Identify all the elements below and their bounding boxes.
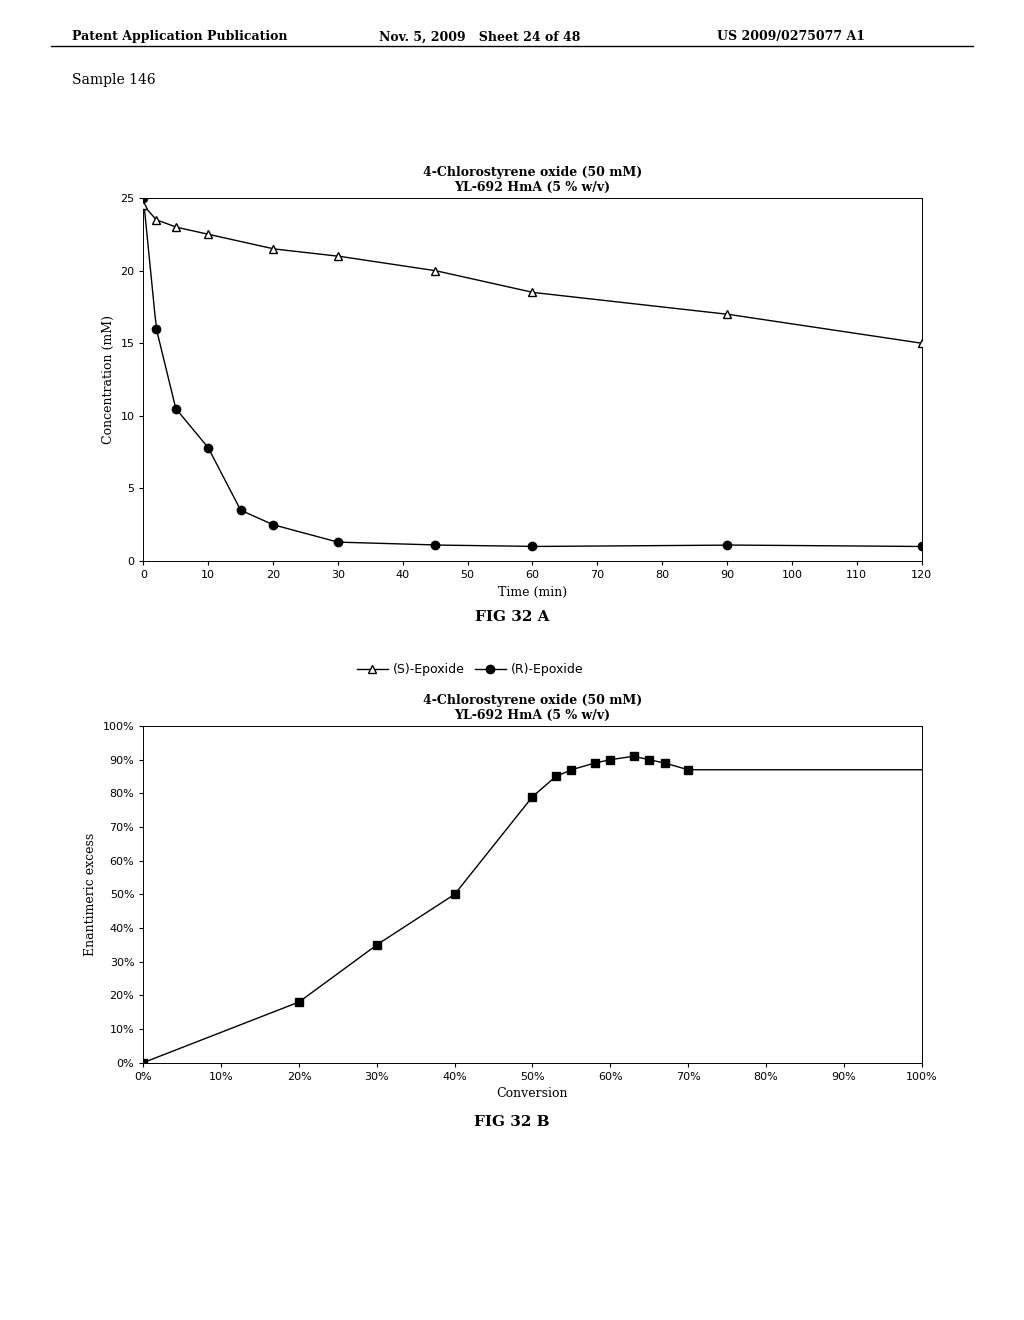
- Y-axis label: Concentration (mM): Concentration (mM): [101, 315, 115, 444]
- Title: 4-Chlorostyrene oxide (50 mM)
YL-692 HmA (5 % w/v): 4-Chlorostyrene oxide (50 mM) YL-692 HmA…: [423, 694, 642, 722]
- Text: Patent Application Publication: Patent Application Publication: [72, 30, 287, 44]
- X-axis label: Conversion: Conversion: [497, 1088, 568, 1100]
- Legend: (S)-Epoxide, (R)-Epoxide: (S)-Epoxide, (R)-Epoxide: [351, 657, 589, 681]
- Text: FIG 32 B: FIG 32 B: [474, 1115, 550, 1130]
- Text: FIG 32 A: FIG 32 A: [475, 610, 549, 624]
- X-axis label: Time (min): Time (min): [498, 586, 567, 598]
- Y-axis label: Enantimeric excess: Enantimeric excess: [84, 833, 97, 956]
- Text: Nov. 5, 2009   Sheet 24 of 48: Nov. 5, 2009 Sheet 24 of 48: [379, 30, 581, 44]
- Text: Sample 146: Sample 146: [72, 73, 156, 87]
- Text: US 2009/0275077 A1: US 2009/0275077 A1: [717, 30, 865, 44]
- Title: 4-Chlorostyrene oxide (50 mM)
YL-692 HmA (5 % w/v): 4-Chlorostyrene oxide (50 mM) YL-692 HmA…: [423, 166, 642, 194]
